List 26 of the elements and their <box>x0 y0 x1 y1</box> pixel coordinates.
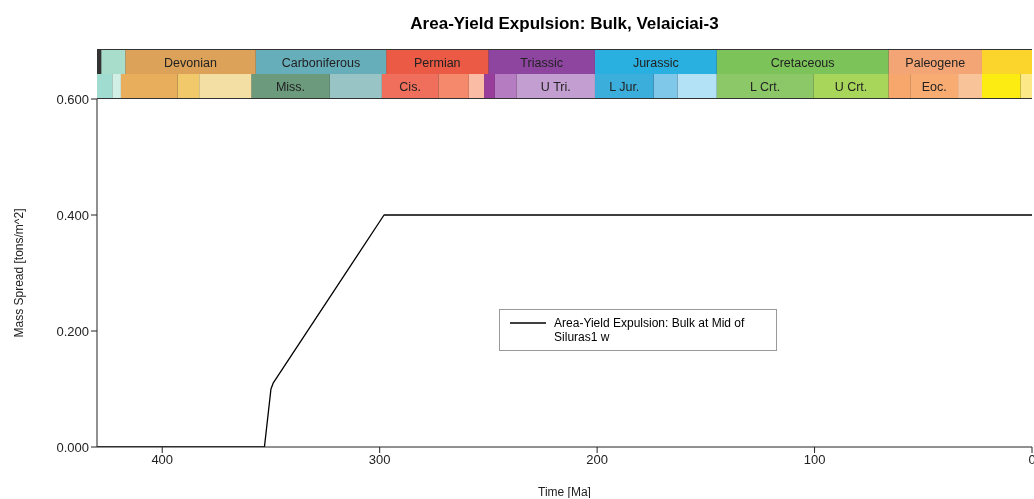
series-label: L Crt. <box>750 80 781 94</box>
series-label: Carboniferous <box>281 56 361 70</box>
series-label: Permian <box>414 56 461 70</box>
series-label: Cis. <box>399 80 421 94</box>
series-label: U Tri. <box>540 80 571 94</box>
series-label: Devonian <box>164 56 217 70</box>
legend-label: Area-Yield Expulsion: Bulk at Mid of Siluras1 w <box>554 316 746 344</box>
x-tick-label: 100 <box>803 452 826 468</box>
series-label: Eoc. <box>921 80 947 94</box>
series-label: U Crt. <box>834 80 868 94</box>
series-label: Jurassic <box>632 56 679 70</box>
y-tick-label: 0.600 <box>56 91 89 107</box>
series-label: Cretaceous <box>770 56 835 70</box>
series-label: Miss. <box>275 80 306 94</box>
chart-title: Area-Yield Expulsion: Bulk, Velaiciai-3 <box>409 14 720 34</box>
y-tick-label: 0.000 <box>56 439 89 455</box>
y-tick-label: 0.200 <box>56 323 89 339</box>
y-tick-label: 0.400 <box>56 207 89 223</box>
x-tick-label: 200 <box>586 452 608 468</box>
x-tick-label: 300 <box>368 452 391 468</box>
x-tick-label: 400 <box>151 452 174 468</box>
series-label: L Jur. <box>609 80 640 94</box>
y-axis-title: Mass Spread [tons/m^2] <box>12 208 27 338</box>
x-axis-title: Time [Ma] <box>538 485 591 499</box>
series-label: Triassic <box>520 56 563 70</box>
series-label: Paleogene <box>905 56 966 70</box>
